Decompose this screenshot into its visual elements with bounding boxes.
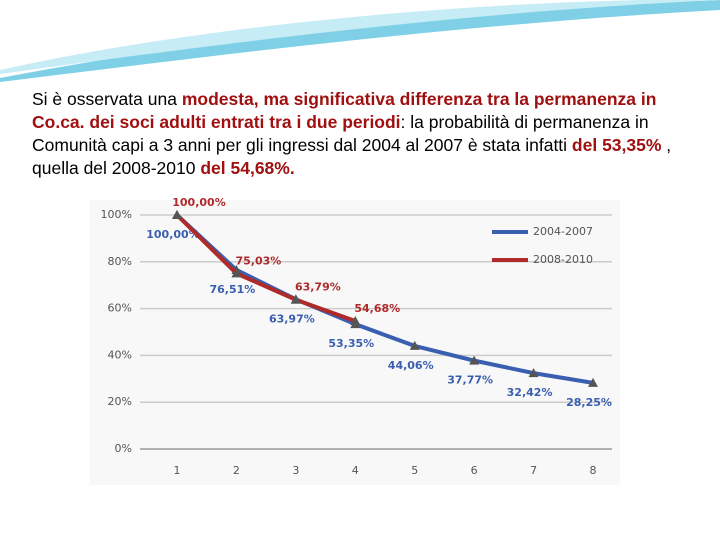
x-tick-label: 5 [411,464,418,477]
data-label: 28,25% [566,396,612,409]
point-marker [350,316,361,326]
data-label: 44,06% [388,359,434,372]
data-label: 100,00% [172,196,225,209]
y-tick-label: 80% [108,255,132,268]
decor-wave [0,0,720,82]
x-tick-label: 8 [590,464,597,477]
data-label: 53,35% [328,337,374,350]
legend-label: 2004-2007 [533,225,593,238]
point-marker [409,340,420,350]
y-tick-label: 40% [108,348,132,361]
data-label: 76,51% [210,283,256,296]
data-label: 63,97% [269,312,315,325]
point-marker [588,377,598,387]
emphasis-text: del 54,68%. [200,158,295,178]
x-tick-label: 7 [530,464,537,477]
series-line [175,213,594,385]
data-label: 75,03% [236,254,282,267]
y-tick-label: 100% [101,208,132,221]
x-tick-label: 1 [174,464,181,477]
data-label: 100,00% [146,228,199,241]
y-tick-label: 0% [115,442,132,455]
legend-label: 2008-2010 [533,253,593,266]
point-marker [172,210,182,219]
point-marker [528,368,539,378]
x-tick-label: 3 [292,464,299,477]
x-tick-label: 2 [233,464,240,477]
point-marker [231,268,242,278]
text: , quella del 2008-2010 [32,135,672,178]
y-tick-label: 20% [108,395,132,408]
y-tick-label: 60% [108,302,132,315]
x-tick-label: 6 [471,464,478,477]
point-marker [469,355,480,365]
data-label: 32,42% [507,386,553,399]
data-label: 63,79% [295,281,341,294]
emphasis-text: modesta, ma significativa differenza tra… [32,89,657,132]
series-line [175,213,356,323]
text: Si è osservata una [32,89,182,109]
chart-background [90,200,620,485]
x-tick-label: 4 [352,464,359,477]
point-marker [290,294,301,304]
text: : la probabilità di permanenza in Comuni… [32,112,649,155]
paragraph: Si è osservata una modesta, ma significa… [32,88,704,180]
data-label: 54,68% [354,302,400,315]
data-label: 37,77% [447,374,493,387]
emphasis-text: del 53,35% [571,135,662,155]
